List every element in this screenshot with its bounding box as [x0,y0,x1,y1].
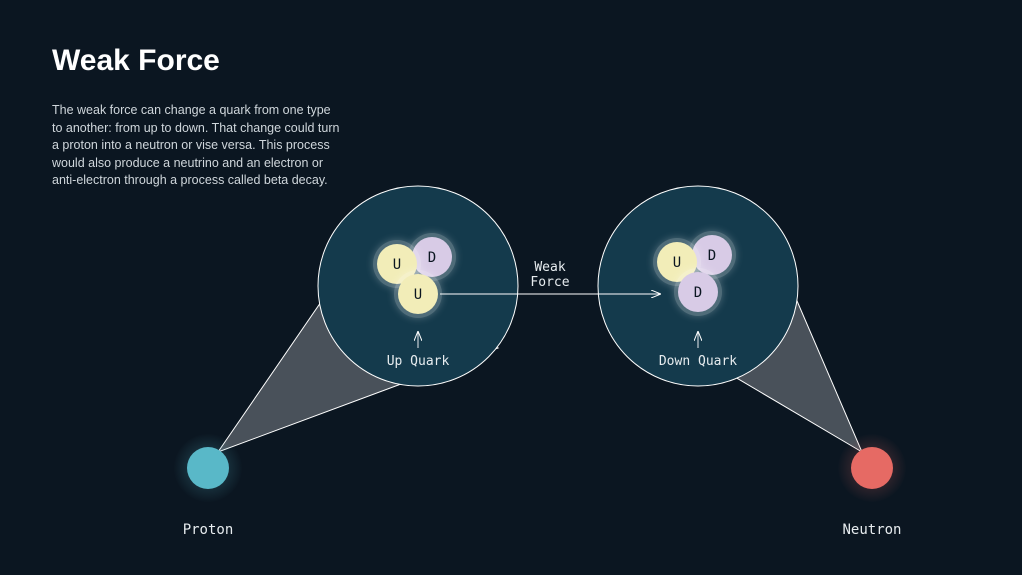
up-quark [398,274,438,314]
weak-force-diagram: Weak Force The weak force can change a q… [0,0,1022,575]
up-quark [657,242,697,282]
up-quark-caption: Up Quark [358,354,478,369]
weak-force-label-line2: Force [530,275,569,290]
quark-label: D [708,248,716,264]
down-quark [678,272,718,312]
quark-glow [394,270,442,318]
quark-glow [688,231,736,279]
quarks-left: D UU [373,233,456,318]
quark-glow [373,240,421,288]
quark-label: U [414,287,422,303]
weak-force-arrow-label: Weak Force [510,260,590,290]
down-quark [412,237,452,277]
quark-glow [674,268,722,316]
quark-glow [653,238,701,286]
quark-label: D [428,250,436,266]
proton-label: Proton [148,522,268,538]
proton-core [187,447,229,489]
diagram-title: Weak Force [52,44,220,78]
quark-label: D [694,285,702,301]
quark-label: U [393,257,401,273]
diagram-description: The weak force can change a quark from o… [52,102,342,190]
down-quark-caption: Down Quark [638,354,758,369]
up-quark [377,244,417,284]
quarks-right: DUD [653,231,736,316]
weak-force-label-line1: Weak [534,260,565,275]
neutron-core [851,447,893,489]
quark-label: U [673,255,681,271]
quark-glow [408,233,456,281]
down-quark [692,235,732,275]
neutron-label: Neutron [812,522,932,538]
